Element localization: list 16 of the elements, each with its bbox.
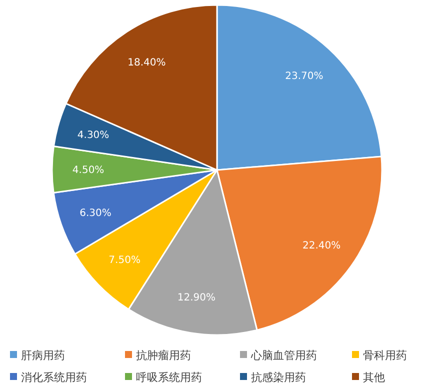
legend-label: 骨科用药	[363, 348, 407, 362]
data-label: 4.30%	[77, 130, 110, 141]
data-label: 6.30%	[80, 208, 112, 219]
legend-label: 消化系统用药	[21, 370, 87, 384]
data-label: 12.90%	[177, 292, 216, 304]
legend-label: 抗肿瘤用药	[136, 348, 191, 362]
legend-label: 呼吸系统用药	[136, 370, 202, 384]
data-label: 4.50%	[72, 165, 104, 176]
legend-label: 其他	[363, 370, 385, 384]
data-label: 22.40%	[302, 240, 341, 252]
data-label: 23.70%	[285, 70, 324, 82]
legend-label: 心脑血管用药	[250, 348, 317, 362]
data-label: 7.50%	[108, 255, 140, 266]
legend-label: 肝病用药	[21, 348, 65, 362]
data-label: 18.40%	[128, 58, 166, 69]
legend-label: 抗感染用药	[251, 370, 306, 384]
